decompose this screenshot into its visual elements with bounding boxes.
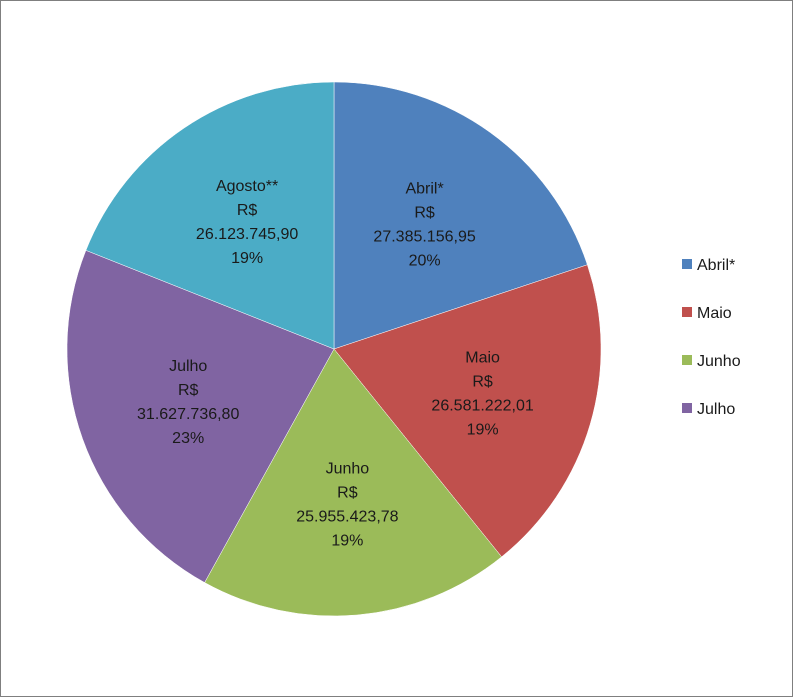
slice-label-abril: Abril* R$ 27.385.156,95 20%	[373, 180, 475, 269]
legend-label-maio: Maio	[697, 305, 732, 322]
legend-label-abril: Abril*	[697, 257, 735, 274]
legend-label-junho: Junho	[697, 353, 741, 370]
legend: Abril* Maio Junho Julho	[682, 257, 741, 418]
pie-slice-abril	[333, 81, 588, 350]
slice-label-agosto: Agosto** R$ 26.123.745,90 19%	[196, 178, 298, 267]
pie-slice-agosto	[85, 81, 335, 350]
pie-slice-junho	[204, 348, 502, 617]
legend-swatch-maio	[682, 307, 692, 317]
slice-label-junho: Junho R$ 25.955.423,78 19%	[296, 460, 398, 549]
legend-swatch-abril	[682, 259, 692, 269]
pie-slice-maio	[333, 264, 602, 558]
legend-swatch-julho	[682, 403, 692, 413]
legend-label-julho: Julho	[697, 401, 735, 418]
slice-labels: Abril* R$ 27.385.156,95 20% Maio R$ 26.581.222…	[137, 178, 534, 549]
legend-swatch-junho	[682, 355, 692, 365]
slice-label-julho: Julho R$ 31.627.736,80 23%	[137, 358, 239, 447]
slice-label-maio: Maio R$ 26.581.222,01 19%	[431, 350, 533, 439]
pie-slices	[66, 81, 602, 617]
pie-slice-julho	[66, 249, 335, 583]
